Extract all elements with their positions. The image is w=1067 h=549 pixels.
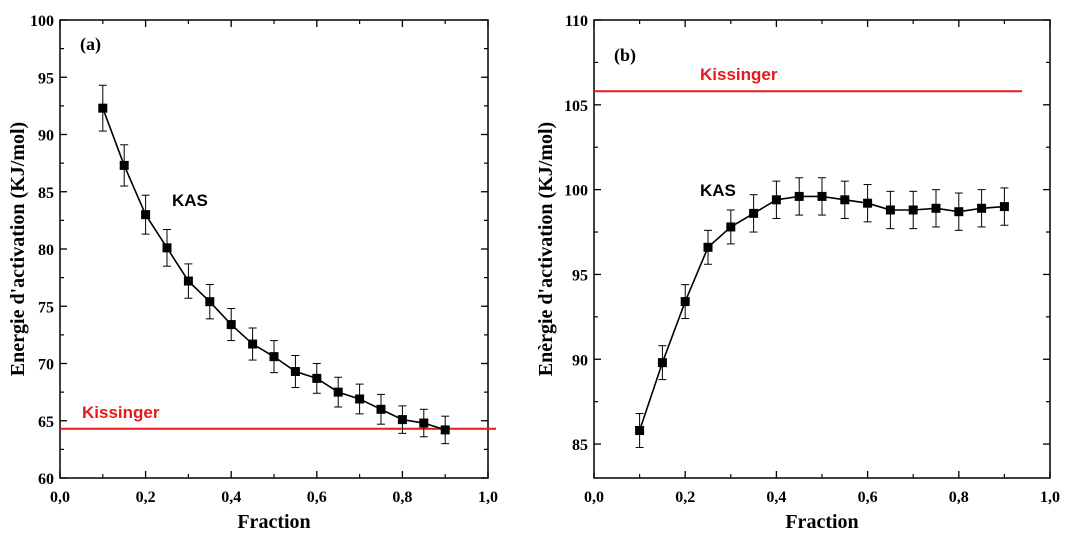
data-point [908,205,918,215]
x-tick-label: 0,8 [392,489,412,506]
kissinger-label: Kissinger [82,403,160,422]
x-tick-label: 1,0 [478,489,498,506]
plot-frame [593,19,1051,479]
data-point [863,198,873,208]
data-point [635,426,645,436]
data-point [657,358,667,368]
data-point [440,425,450,435]
data-point [999,202,1009,212]
data-point [397,415,407,425]
data-point [749,208,759,218]
x-tick-label: 0,8 [949,489,969,506]
data-point [419,418,429,428]
y-tick-label: 90 [38,128,54,145]
data-point [840,195,850,205]
y-tick-label: 100 [30,13,54,30]
kas-series-line [638,195,1005,431]
data-point [290,367,300,377]
y-axis-title: Energie d'activation (KJ/mol) [7,122,29,376]
x-axis-title: Fraction [237,511,310,533]
data-point [376,404,386,414]
data-point [312,373,322,383]
x-tick-label: 0,0 [50,489,70,506]
y-tick-label: 90 [572,352,588,369]
y-tick-label: 75 [38,299,54,316]
data-point [119,160,129,170]
y-tick-label: 95 [38,70,54,87]
data-point [269,352,279,362]
data-point [141,210,151,220]
data-point [817,191,827,201]
data-point [98,103,108,113]
x-axis-title: Fraction [785,511,858,533]
y-tick-label: 105 [564,98,588,115]
data-point [885,205,895,215]
kissinger-label: Kissinger [700,65,778,84]
data-point [226,320,236,330]
x-tick-label: 1,0 [1040,489,1060,506]
x-tick-label: 0,2 [136,489,156,506]
panel-label: (a) [80,34,101,55]
data-point [355,394,365,404]
x-tick-label: 0,6 [307,489,327,506]
kas-label: KAS [700,181,736,200]
data-point [248,339,258,349]
y-tick-label: 100 [564,183,588,200]
y-tick-label: 85 [572,437,588,454]
chart-panel-b: 0,0 0,2 0,4 0,6 0,8 1,0 85 90 95 100 105 110 Fractio… [535,13,1060,533]
data-point [703,242,713,252]
y-tick-label: 85 [38,185,54,202]
kas-label: KAS [172,191,208,210]
y-tick-label: 65 [38,414,54,431]
y-tick-label: 95 [572,267,588,284]
data-point [183,276,193,286]
data-point [333,387,343,397]
data-point [726,222,736,232]
y-tick-label: 80 [38,242,54,259]
data-point [794,191,804,201]
y-tick-label: 110 [565,13,588,30]
x-tick-label: 0,6 [858,489,878,506]
data-point [977,203,987,213]
x-tick-label: 0,0 [584,489,604,506]
data-point [205,297,215,307]
data-point [162,243,172,253]
y-tick-label: 60 [38,471,54,488]
x-tick-label: 0,4 [221,489,241,506]
y-axis-title: Enèrgie d'activation (KJ/mol) [535,122,557,376]
data-point [680,297,690,307]
data-point [954,207,964,217]
data-point [931,203,941,213]
x-tick-label: 0,2 [675,489,695,506]
chart-panel-a: 0,0 0,2 0,4 0,6 0,8 1,0 60 65 70 75 80 85 90 95 100 Fra… [7,13,498,533]
data-point [771,195,781,205]
y-tick-label: 70 [38,357,54,374]
kas-series-line [102,107,446,431]
x-tick-label: 0,4 [766,489,786,506]
panel-label: (b) [614,45,636,66]
